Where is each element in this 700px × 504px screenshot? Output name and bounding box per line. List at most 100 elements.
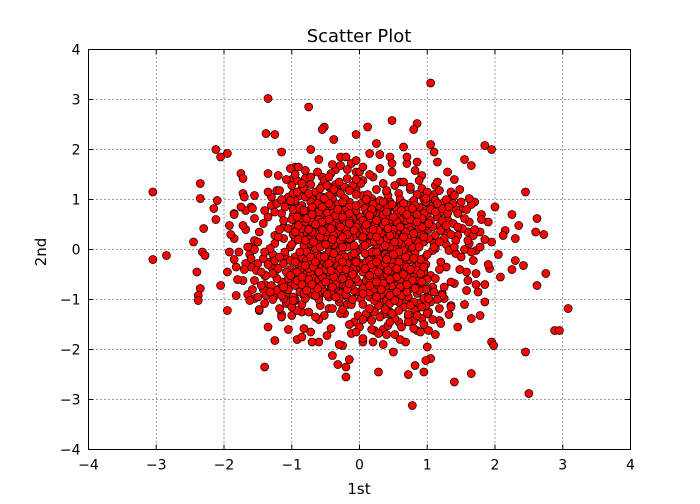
scatter-point — [464, 194, 474, 203]
scatter-point — [263, 212, 273, 222]
scatter-point — [304, 225, 314, 234]
scatter-point — [435, 237, 444, 247]
scatter-point — [403, 317, 413, 327]
scatter-point — [338, 197, 347, 207]
scatter-point — [321, 277, 330, 287]
scatter-point — [367, 316, 377, 325]
scatter-point — [372, 232, 381, 242]
scatter-point — [306, 327, 316, 337]
scatter-point — [514, 221, 524, 230]
scatter-point — [234, 247, 244, 257]
scatter-point — [507, 265, 517, 274]
scatter-point — [470, 225, 480, 234]
scatter-point — [351, 327, 361, 337]
scatter-point — [376, 285, 386, 294]
scatter-point — [407, 204, 417, 213]
scatter-point — [409, 254, 419, 263]
scatter-point — [403, 370, 413, 379]
scatter-point — [441, 221, 451, 230]
scatter-point — [295, 247, 305, 257]
scatter-point — [263, 187, 273, 197]
scatter-point — [195, 179, 205, 188]
scatter-point — [258, 219, 268, 228]
scatter-point — [304, 307, 314, 317]
scatter-point — [195, 194, 205, 203]
scatter-point — [297, 332, 307, 342]
scatter-point — [477, 215, 486, 224]
scatter-point — [338, 257, 347, 267]
scatter-point — [374, 267, 383, 277]
scatter-point — [286, 164, 295, 173]
scatter-point — [236, 202, 246, 212]
scatter-point — [419, 232, 429, 242]
scatter-point — [302, 286, 312, 295]
scatter-point — [280, 202, 290, 212]
scatter-point — [275, 252, 284, 262]
scatter-point — [521, 347, 530, 357]
x-tick-label: 4 — [626, 458, 635, 474]
scatter-point — [383, 224, 393, 233]
scatter-point — [473, 287, 483, 297]
x-tick-label: −1 — [281, 458, 302, 474]
scatter-point — [402, 152, 412, 162]
scatter-point — [290, 227, 300, 237]
scatter-point — [304, 189, 314, 198]
scatter-point — [223, 306, 232, 315]
scatter-point — [431, 330, 440, 339]
scatter-point — [260, 247, 269, 257]
y-tick-label: −1 — [60, 293, 81, 309]
scatter-point — [300, 236, 310, 245]
scatter-point — [466, 369, 476, 378]
scatter-point — [483, 260, 493, 269]
scatter-point — [372, 216, 381, 225]
scatter-point — [344, 279, 354, 288]
scatter-point — [372, 139, 381, 148]
scatter-point — [304, 102, 314, 112]
scatter-point — [286, 196, 295, 205]
y-tick-label: −2 — [60, 343, 81, 359]
scatter-point — [405, 182, 415, 192]
scatter-point — [286, 271, 295, 280]
scatter-point — [360, 264, 370, 273]
scatter-point — [490, 202, 500, 212]
scatter-point — [462, 286, 471, 295]
scatter-point — [248, 285, 257, 294]
scatter-point — [410, 284, 420, 293]
scatter-point — [299, 324, 309, 333]
scatter-point — [306, 145, 316, 154]
x-tick-label: −4 — [78, 458, 99, 474]
scatter-point — [238, 174, 248, 183]
scatter-point — [365, 149, 375, 158]
scatter-point — [351, 130, 361, 139]
scatter-point — [341, 265, 351, 274]
scatter-point — [409, 125, 419, 134]
scatter-point — [365, 271, 375, 280]
scatter-point — [480, 297, 490, 307]
scatter-point — [292, 187, 302, 197]
scatter-point — [209, 204, 219, 213]
scatter-point — [300, 166, 310, 175]
scatter-point — [254, 227, 264, 237]
scatter-point — [444, 202, 454, 212]
scatter-point — [322, 181, 332, 190]
y-tick-label: −4 — [60, 443, 81, 459]
scatter-point — [456, 252, 466, 262]
scatter-point — [372, 292, 381, 302]
scatter-point — [407, 401, 417, 410]
scatter-point — [288, 296, 298, 305]
scatter-point — [328, 351, 337, 360]
scatter-point — [410, 361, 420, 370]
scatter-point — [524, 389, 534, 398]
scatter-point — [471, 280, 481, 289]
scatter-point — [261, 129, 271, 138]
scatter-point — [422, 250, 432, 259]
scatter-point — [358, 300, 368, 309]
scatter-point — [433, 199, 442, 208]
scatter-point — [275, 304, 284, 313]
scatter-point — [225, 221, 234, 230]
scatter-point — [348, 295, 358, 304]
scatter-point — [414, 176, 424, 185]
scatter-point — [382, 186, 391, 195]
scatter-point — [311, 312, 320, 322]
scatter-point — [412, 217, 422, 227]
